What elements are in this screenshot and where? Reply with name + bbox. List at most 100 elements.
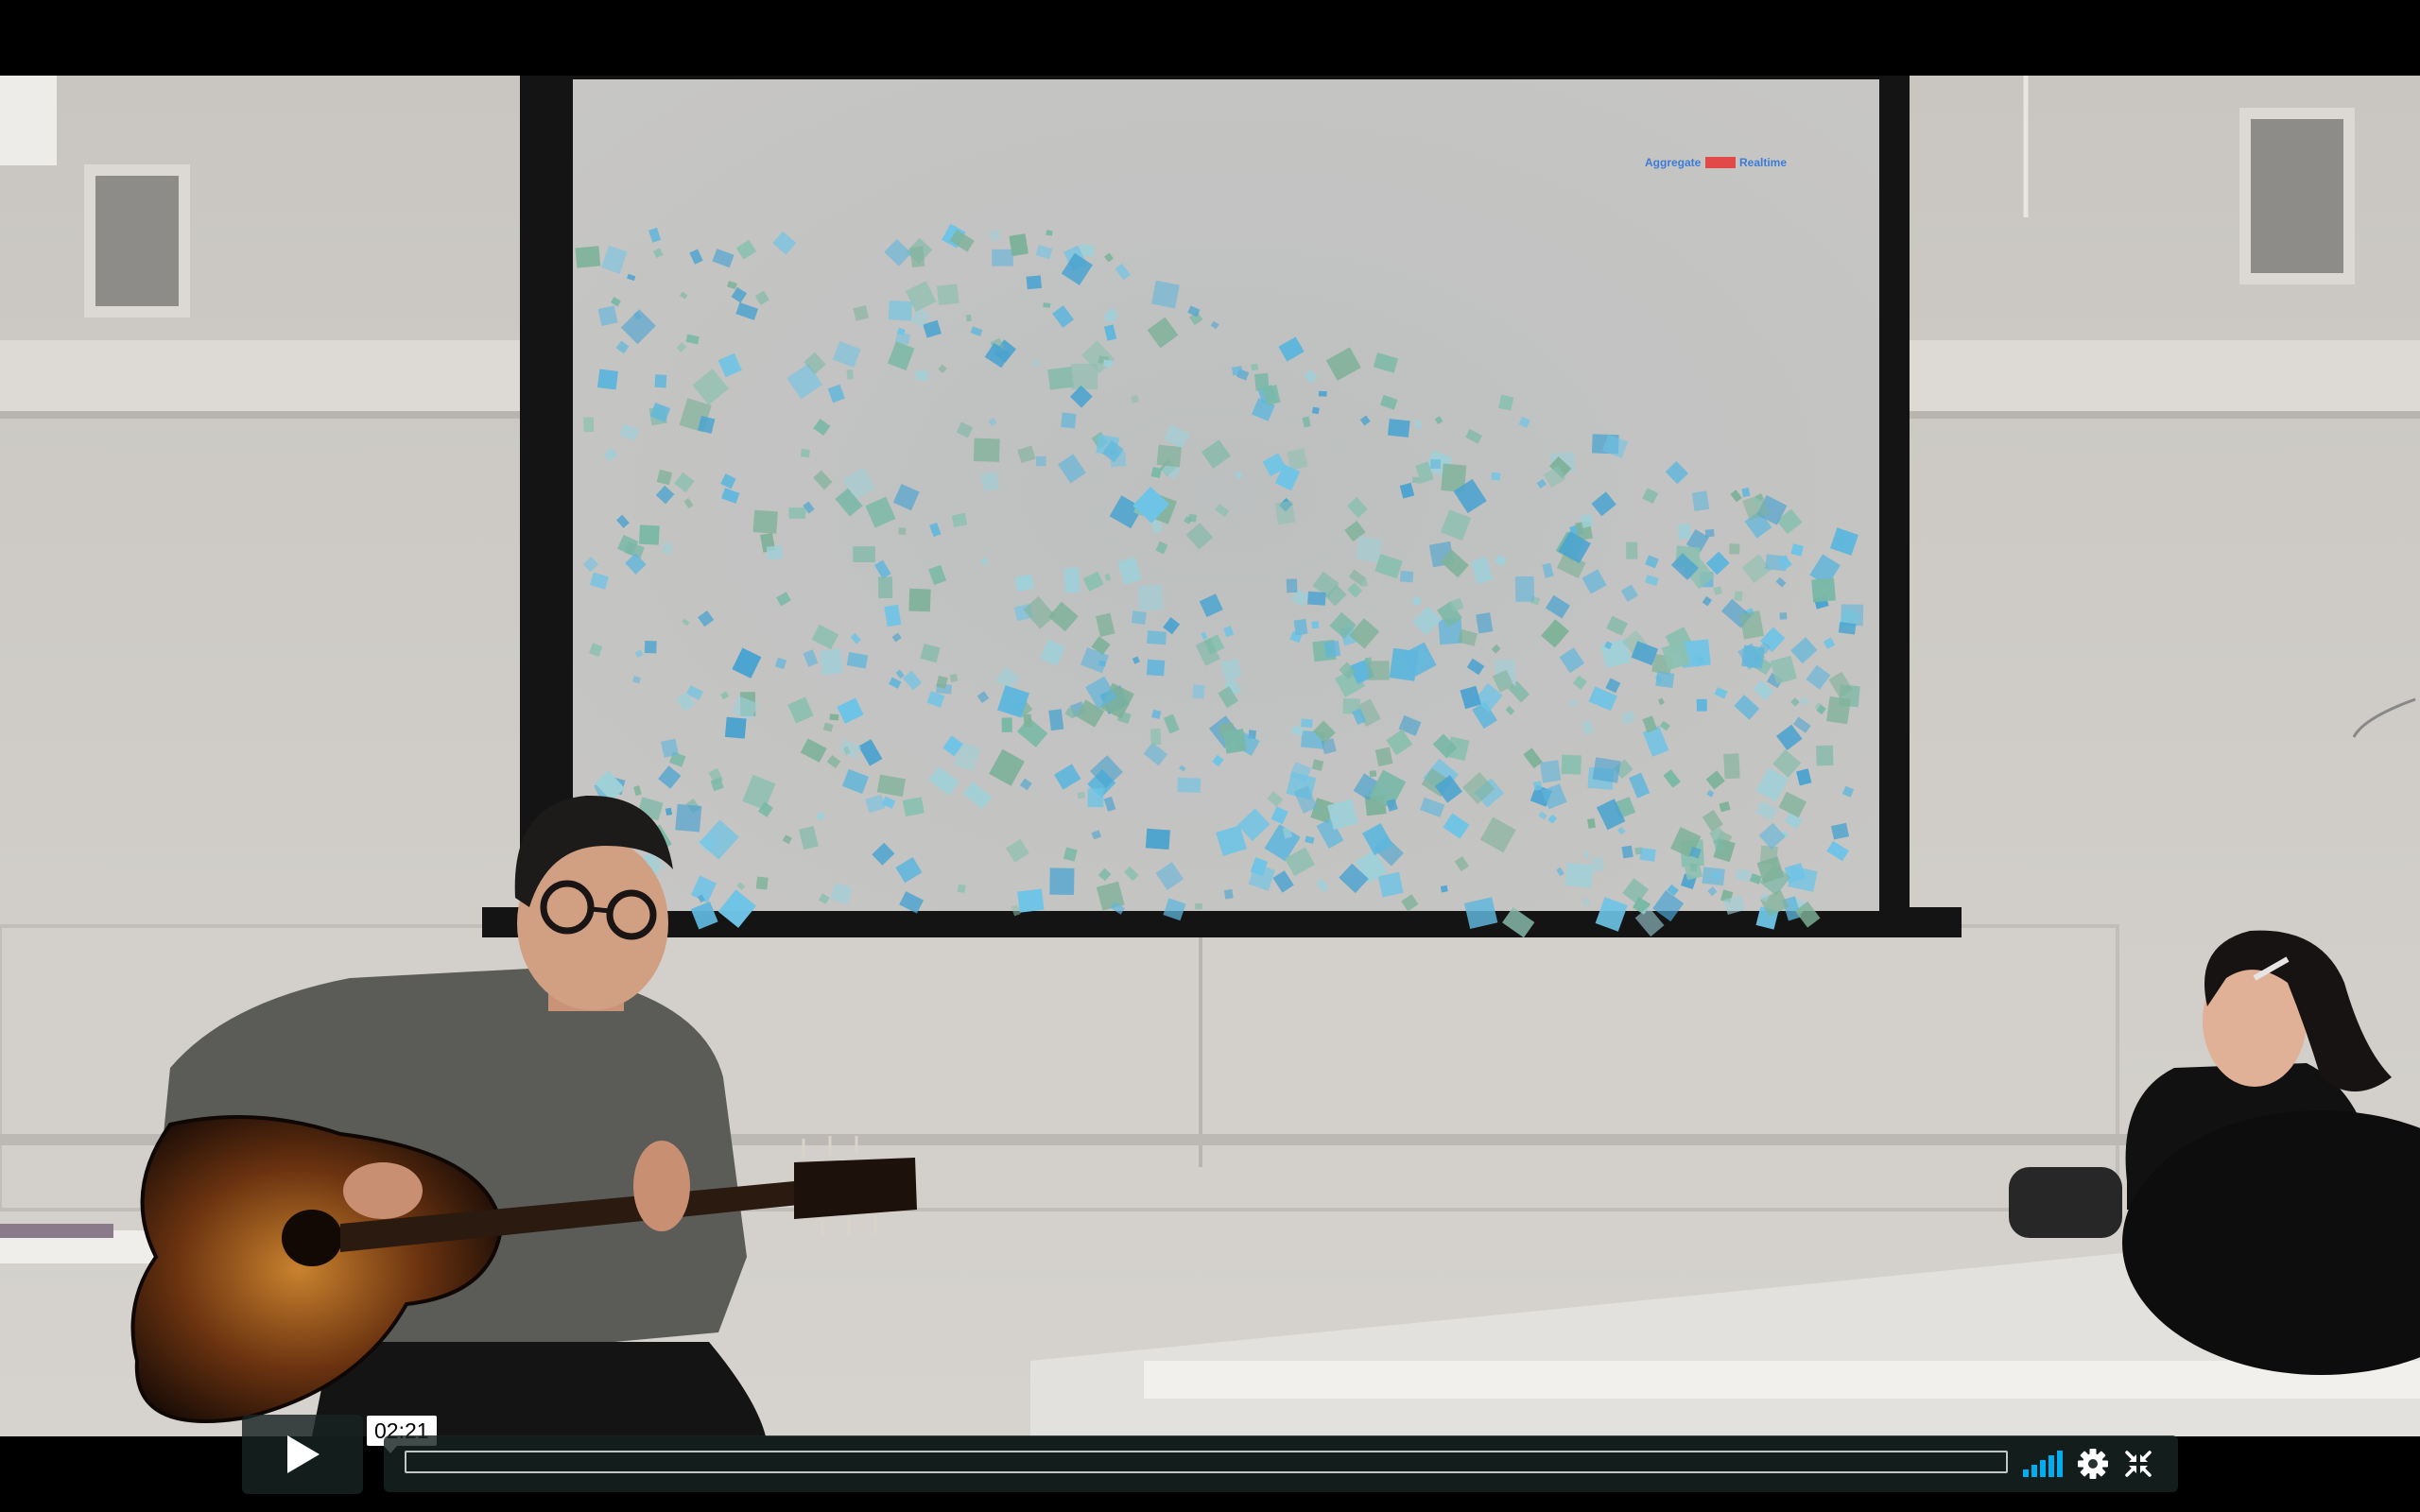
confetti-particle [846,369,854,380]
confetti-particle [720,691,730,700]
guitar-soundhole [282,1210,342,1266]
confetti-particle [676,342,687,352]
confetti-particle [1792,716,1811,733]
current-time-tooltip: 02:21 [367,1416,437,1453]
confetti-particle [1399,482,1415,499]
confetti-particle [1723,753,1740,780]
confetti-particle [1235,471,1243,479]
confetti-particle [1163,617,1181,635]
confetti-particle [1104,252,1114,263]
confetti-particle [1179,765,1186,772]
confetti-particle [685,685,704,700]
confetti-particle [1061,412,1077,429]
confetti-particle [1195,902,1202,910]
confetti-particle [685,334,700,345]
confetti-particle [654,374,667,388]
confetti-particle [717,889,756,928]
confetti-particle [830,882,853,905]
confetti-particle [1185,523,1214,550]
confetti-particle [1150,728,1162,746]
confetti-particle [633,785,642,797]
confetti-particle [1415,420,1423,430]
confetti-particle [720,488,740,504]
confetti-particle [1365,657,1373,664]
confetti-particle [752,509,778,534]
confetti-particle [698,415,716,434]
confetti-particle [1131,394,1140,404]
confetti-particle [895,669,905,679]
confetti-particle [1542,562,1554,578]
confetti-particle [803,649,819,667]
confetti-particle [1091,830,1102,840]
confetti-particle [1799,696,1809,707]
confetti-particle [1734,695,1760,720]
confetti-particle [1629,772,1651,799]
confetti-particle [1688,846,1702,859]
confetti-particle [1132,656,1140,664]
confetti-particle [1659,720,1670,731]
confetti-particle [894,331,911,345]
confetti-particle [1631,641,1659,666]
confetti-particle [1184,516,1193,524]
confetti-particle [949,229,975,252]
confetti-particle [1290,725,1305,736]
confetti-particle [1150,280,1180,309]
legend-left-label: Aggregate [1645,156,1702,169]
confetti-particle [1307,591,1326,606]
settings-button[interactable] [2072,1445,2114,1483]
confetti-particle [846,652,869,669]
confetti-particle [735,302,759,320]
progress-bar[interactable] [405,1451,2008,1473]
confetti-particle [1470,557,1494,585]
confetti-particle [1454,856,1470,872]
confetti-particle [1101,439,1124,463]
confetti-particle [1778,791,1807,818]
confetti-particle [909,246,925,267]
confetti-particle [589,572,609,590]
confetti-particle [1543,465,1566,489]
confetti-particle [1440,885,1448,893]
confetti-particle [1642,715,1658,733]
confetti-particle [1049,868,1075,896]
confetti-particle [892,484,920,511]
confetti-particle [895,857,923,884]
play-button[interactable] [242,1415,363,1494]
confetti-particle [1586,817,1596,829]
confetti-particle [826,755,841,768]
confetti-particle [1048,709,1064,731]
video-scene: Aggregate Realtime [0,76,2420,1436]
confetti-particle [1642,488,1659,505]
confetti-particle [1445,736,1470,762]
confetti-particle [662,541,673,555]
confetti-particle [617,535,639,556]
confetti-particle [1278,336,1305,362]
confetti-particle [980,471,1000,491]
video-frame[interactable]: Aggregate Realtime [0,76,2420,1436]
confetti-particle [804,352,826,375]
volume-button[interactable] [2023,1445,2065,1483]
confetti-particle [597,369,618,390]
confetti-particle [1091,636,1111,656]
play-icon [287,1435,320,1473]
confetti-particle [926,691,945,708]
confetti-particle [1019,778,1032,791]
confetti-particle [1017,888,1045,913]
confetti-particle [1282,826,1292,839]
confetti-particle [1580,513,1594,528]
confetti-particle [1595,897,1628,932]
confetti-particle [726,281,737,290]
fullscreen-button[interactable] [2118,1445,2159,1483]
confetti-particle [1730,490,1742,503]
confetti-particle [1582,720,1594,735]
confetti-particle [1085,676,1117,710]
confetti-particle [1311,406,1320,415]
confetti-particle [1402,642,1437,678]
confetti-particle [710,777,724,792]
confetti-particle [1705,551,1730,576]
confetti-particle [1691,490,1710,511]
confetti-particle [757,801,774,817]
gear-icon [2078,1449,2108,1479]
confetti-particle [1784,812,1803,830]
confetti-particle [1689,863,1698,872]
